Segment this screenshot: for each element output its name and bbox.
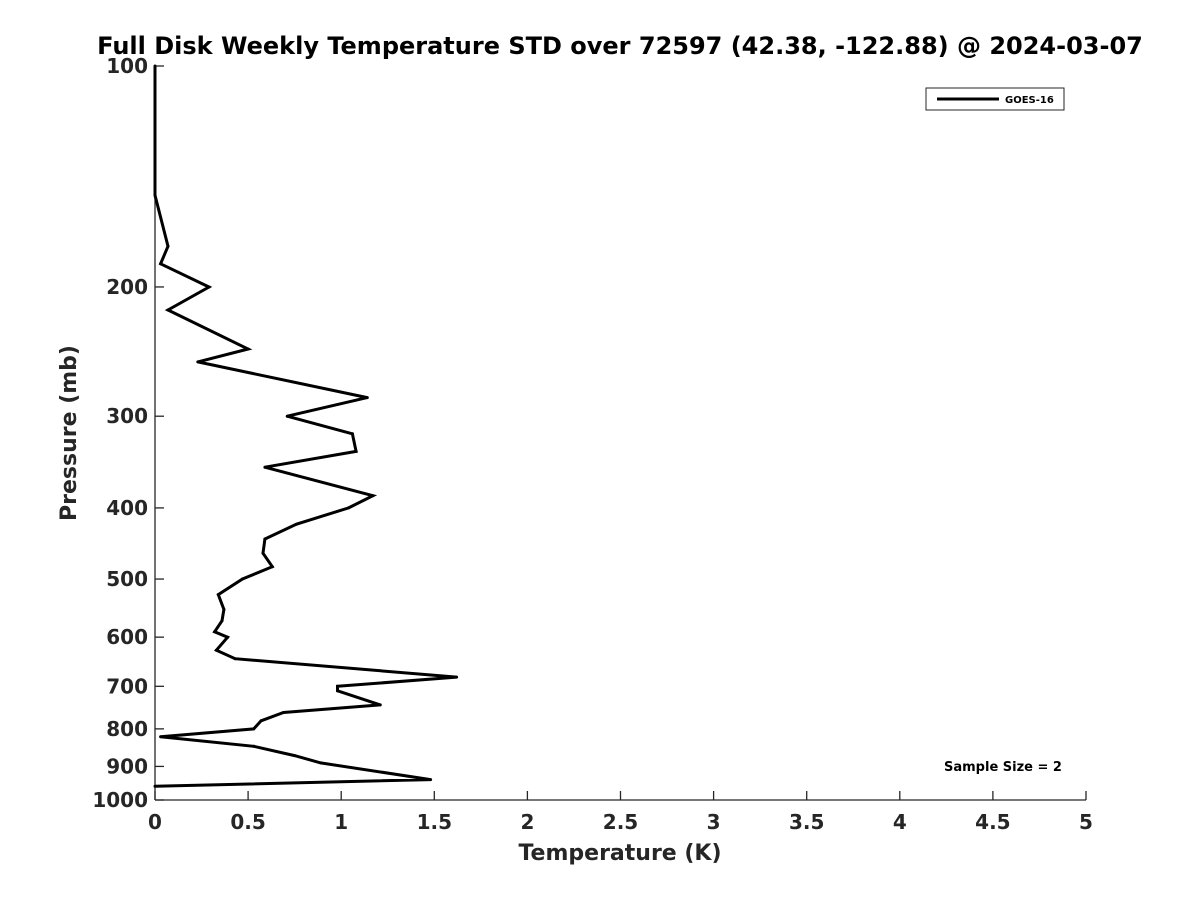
data-point [222, 607, 226, 611]
y-tick-label: 300 [106, 404, 148, 428]
y-tick-label: 100 [106, 54, 148, 78]
data-point [213, 630, 217, 634]
legend: GOES-16 [925, 87, 1065, 111]
data-point [153, 193, 157, 197]
y-tick-label: 200 [106, 275, 148, 299]
data-point [270, 565, 274, 569]
data-point [282, 711, 285, 714]
data-point [220, 619, 224, 623]
y-tick-label: 600 [106, 625, 148, 649]
data-point [319, 761, 323, 765]
data-point [429, 778, 433, 782]
y-axis-label: Pressure (mb) [57, 345, 82, 521]
data-point [259, 719, 263, 723]
data-point [378, 703, 382, 707]
data-point [350, 432, 354, 436]
x-tick-label: 5 [1079, 810, 1093, 834]
series-line-goes-16 [153, 66, 457, 788]
data-point [354, 449, 358, 453]
y-ticks: 100 200 300 400 500 600 700 800 900 1000 [92, 54, 164, 812]
x-tick-label: 2.5 [603, 810, 638, 834]
sample-size-annotation: Sample Size = 2 [944, 760, 1062, 775]
x-tick-label: 1 [334, 810, 348, 834]
x-tick-label: 0.5 [230, 810, 265, 834]
legend-label-goes-16: GOES-16 [1005, 95, 1054, 106]
series-points [153, 64, 459, 788]
x-tick-label: 0 [148, 810, 162, 834]
data-point [226, 635, 230, 639]
data-point [166, 308, 170, 312]
x-tick-label: 4.5 [975, 810, 1010, 834]
data-point [153, 784, 157, 788]
data-point [336, 684, 339, 688]
y-tick-label: 500 [106, 567, 148, 591]
y-tick-label: 800 [106, 717, 148, 741]
y-tick-label: 400 [106, 496, 148, 520]
data-point [293, 754, 297, 758]
data-point [365, 396, 369, 400]
data-point [207, 285, 211, 289]
data-point [347, 506, 351, 510]
chart-title: Full Disk Weekly Temperature STD over 72… [97, 32, 1143, 60]
data-point [295, 522, 298, 526]
y-tick-label: 900 [106, 754, 148, 778]
data-point [159, 262, 163, 266]
plot-axes [154, 66, 1086, 801]
data-point [233, 657, 237, 661]
x-tick-label: 2 [520, 810, 534, 834]
data-point [263, 537, 267, 541]
data-point [261, 551, 265, 555]
x-axis-label: Temperature (K) [518, 841, 721, 866]
data-point [246, 347, 250, 351]
data-point [252, 727, 256, 731]
data-point [216, 593, 220, 597]
x-ticks: 0 0.5 1 1.5 2 2.5 3 3.5 4 4.5 5 [148, 791, 1093, 834]
y-tick-label: 700 [106, 674, 148, 698]
x-tick-label: 3 [707, 810, 721, 834]
x-tick-label: 1.5 [417, 810, 452, 834]
data-point [153, 64, 157, 68]
x-tick-label: 3.5 [789, 810, 824, 834]
data-point [285, 414, 289, 418]
data-point [166, 244, 170, 248]
data-point [214, 648, 218, 652]
x-tick-label: 4 [893, 810, 907, 834]
data-point [241, 577, 244, 581]
data-point [252, 744, 256, 748]
data-point [263, 465, 267, 469]
data-point [455, 675, 459, 679]
y-tick-label: 1000 [92, 788, 148, 812]
data-point [336, 689, 339, 693]
data-point [371, 494, 375, 498]
data-point [159, 735, 163, 739]
data-point [196, 360, 200, 364]
